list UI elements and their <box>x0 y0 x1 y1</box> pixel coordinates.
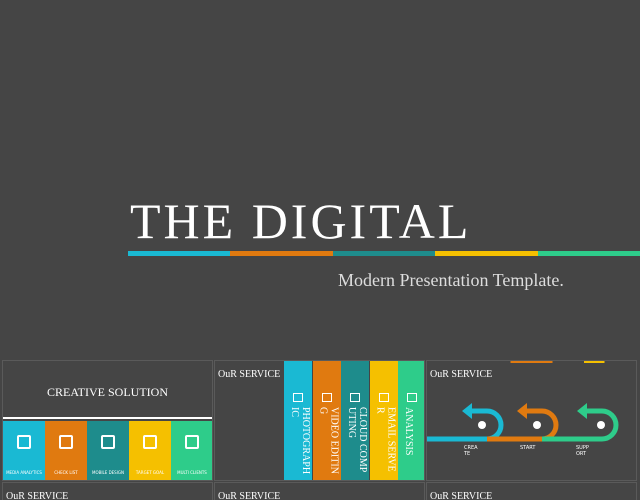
slide-title: OuR SERVICE <box>430 491 493 500</box>
service-label: ANALYSIS <box>403 407 414 456</box>
feature-tile: MEDIA ANALYTICS <box>3 421 45 480</box>
icon <box>101 435 115 449</box>
feature-label: MEDIA ANALYTICS <box>6 470 42 475</box>
step-label: SUPPORT <box>576 445 589 457</box>
feature-tile: TARGET GOAL <box>129 421 171 480</box>
slide-thumb[interactable]: OuR SERVICE <box>426 482 637 500</box>
feature-tile: MULTI CLIENTS <box>171 421 212 480</box>
feature-tile: MOBILE DESIGN <box>87 421 129 480</box>
icon <box>185 435 199 449</box>
feature-label: MULTI CLIENTS <box>177 470 207 475</box>
icon <box>293 393 303 402</box>
icon <box>17 435 31 449</box>
icon <box>321 393 332 402</box>
step-label: CREATE <box>464 445 478 457</box>
slide-thumb[interactable]: CREATIVE SOLUTION MEDIA ANALYTICS CHECK L… <box>2 360 213 481</box>
slide-title: CREATIVE SOLUTION <box>47 385 168 399</box>
step-label: START <box>520 445 536 451</box>
service-strip: ANALYSIS <box>398 361 424 480</box>
feature-label: CHECK LIST <box>54 470 78 475</box>
service-label: EMAIL SERVER <box>374 407 397 472</box>
slide-title: OuR SERVICE <box>218 369 281 380</box>
color-bar <box>128 251 640 256</box>
service-strip: VIDEO EDITING <box>312 361 341 480</box>
icon <box>59 435 73 449</box>
service-label: PHOTOGRAPHIC <box>289 407 311 475</box>
hero-subtitle: Modern Presentation Template. <box>338 270 564 290</box>
service-label: VIDEO EDITING <box>317 407 340 474</box>
slide-title: OuR SERVICE <box>6 491 69 500</box>
slide-thumb[interactable]: OuR SERVICE <box>2 482 213 500</box>
slide-title: OuR SERVICE <box>430 369 493 380</box>
icon <box>378 393 389 402</box>
icon <box>350 393 360 402</box>
feature-tile: CHECK LIST <box>45 421 87 480</box>
rule <box>3 417 212 419</box>
top-accent <box>427 361 636 363</box>
feature-label: TARGET GOAL <box>135 470 165 475</box>
arrows <box>427 403 619 442</box>
service-strip: EMAIL SERVER <box>369 361 398 480</box>
feature-label: MOBILE DESIGN <box>92 470 124 475</box>
service-strip: CLOUD COMPUTING <box>341 361 369 480</box>
hero-title: THE DIGITAL <box>130 193 472 249</box>
slide-thumb[interactable]: OuR SERVICE PHOTOGRAPHIC VIDEO EDITING CLO… <box>214 360 425 481</box>
icon <box>407 393 417 402</box>
service-label: CLOUD COMPUTING <box>346 407 368 473</box>
slide-thumb[interactable]: OuR SERVICE <box>214 482 425 500</box>
icon <box>143 435 157 449</box>
service-strip: PHOTOGRAPHIC <box>284 361 312 480</box>
slide-thumb[interactable]: OuR SERVICE CREATE START SUPPORT <box>426 360 637 481</box>
slide-title: OuR SERVICE <box>218 491 281 500</box>
